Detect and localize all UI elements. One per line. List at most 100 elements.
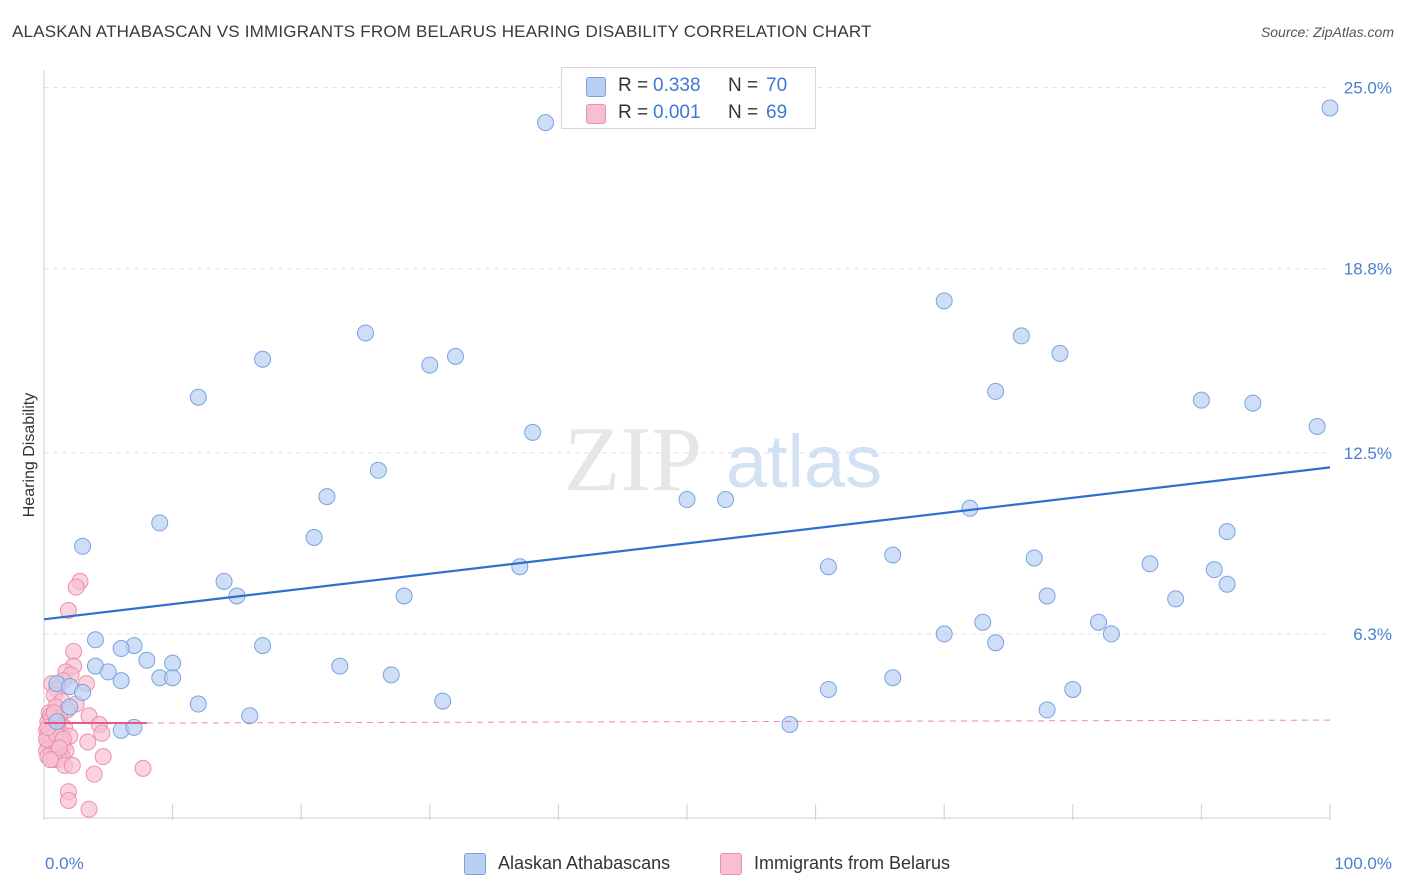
athabascan-point — [1192, 391, 1210, 409]
series-athabascan-points — [48, 81, 1339, 739]
trend-lines — [43, 466, 1331, 725]
athabascan-point — [254, 350, 272, 368]
athabascan-point — [189, 388, 207, 406]
athabascan-point — [151, 514, 169, 532]
athabascan-point — [819, 680, 837, 698]
athabascan-point — [1038, 587, 1056, 605]
athabascan-point — [421, 356, 439, 374]
x-tick-label: 100.0% — [1334, 854, 1392, 873]
legend-n-value: 69 — [766, 102, 788, 123]
athabascan-point — [935, 292, 953, 310]
belarus-point — [80, 800, 98, 818]
athabascan-point — [1167, 590, 1185, 608]
athabascan-point — [74, 683, 92, 701]
legend-r-label: R = — [618, 75, 649, 96]
belarus-point — [63, 756, 81, 774]
belarus-point — [59, 602, 77, 620]
athabascan-point — [86, 631, 104, 649]
athabascan-point — [215, 572, 233, 590]
athabascan-point — [241, 707, 259, 725]
athabascan-point — [884, 669, 902, 687]
athabascan-point — [974, 613, 992, 631]
athabascan-point — [395, 587, 413, 605]
athabascan-point — [164, 669, 182, 687]
bottom-legend-label: Immigrants from Belarus — [754, 853, 951, 873]
athabascan-point — [537, 114, 555, 132]
y-tick-label: 18.8% — [1344, 260, 1392, 279]
athabascan-point — [138, 651, 156, 669]
belarus-point — [65, 642, 83, 660]
series-belarus-points — [38, 572, 152, 818]
belarus-point — [93, 724, 111, 742]
athabascan-point — [1205, 561, 1223, 579]
legend-n-label: N = — [728, 102, 759, 123]
athabascan-point — [819, 558, 837, 576]
athabascan-point — [99, 663, 117, 681]
athabascan-point — [781, 716, 799, 733]
athabascan-point — [511, 558, 529, 576]
y-axis-label: Hearing Disability — [21, 393, 38, 518]
athabascan-point — [1051, 344, 1069, 362]
chart-title: ALASKAN ATHABASCAN VS IMMIGRANTS FROM BE… — [12, 22, 872, 41]
athabascan-point — [1218, 523, 1236, 541]
legend-n-value: 70 — [766, 75, 788, 96]
athabascan-point — [305, 529, 323, 546]
athabascan-point — [1218, 575, 1236, 593]
belarus-point — [50, 739, 68, 757]
athabascan-point — [1025, 549, 1043, 567]
y-tick-label: 6.3% — [1353, 625, 1392, 644]
athabascan-point — [48, 713, 66, 731]
athabascan-point — [1102, 625, 1120, 643]
athabascan-point — [254, 637, 272, 655]
athabascan-point — [1308, 417, 1326, 435]
legend-r-value: 0.338 — [653, 75, 701, 96]
athabascan-point — [74, 537, 92, 555]
athabascan-point — [112, 672, 130, 690]
athabascan-point — [1038, 701, 1056, 719]
legend-n-label: N = — [728, 75, 759, 96]
bottom-legend-swatch-blue — [464, 853, 486, 875]
athabascan-point — [331, 657, 349, 675]
athabascan-trend-line — [43, 466, 1331, 621]
athabascan-point — [318, 488, 336, 506]
athabascan-point — [125, 718, 143, 736]
athabascan-point — [884, 546, 902, 564]
x-tick-label: 0.0% — [45, 854, 84, 873]
athabascan-point — [61, 698, 79, 716]
legend-swatch-pink — [586, 104, 606, 124]
athabascan-point — [1090, 613, 1108, 631]
athabascan-point — [678, 491, 696, 509]
watermark: ZIP atlas — [564, 408, 882, 510]
axes — [43, 70, 1331, 820]
legend-r-value: 0.001 — [653, 102, 701, 123]
athabascan-point — [935, 625, 953, 643]
athabascan-point — [369, 461, 387, 479]
athabascan-point — [1244, 394, 1262, 412]
bottom-legend-swatch-pink — [720, 853, 742, 875]
athabascan-point — [987, 382, 1005, 400]
athabascan-point — [1064, 680, 1082, 698]
athabascan-point — [717, 491, 735, 509]
legend-r-label: R = — [618, 102, 649, 123]
source-label: Source: ZipAtlas.com — [1260, 24, 1394, 40]
tick-labels: 6.3% 12.5% 18.8% 25.0% 0.0% 100.0% — [45, 79, 1392, 873]
belarus-point — [67, 578, 85, 596]
athabascan-point — [1141, 555, 1159, 573]
y-tick-label: 12.5% — [1344, 444, 1392, 463]
bottom-legend-label: Alaskan Athabascans — [498, 853, 671, 873]
belarus-point — [94, 748, 112, 766]
correlation-legend: R = 0.338 N = 70 R = 0.001 N = 69 — [561, 67, 816, 129]
belarus-point — [41, 751, 59, 769]
athabascan-point — [447, 347, 465, 365]
y-tick-label: 25.0% — [1344, 79, 1392, 98]
athabascan-point — [112, 640, 130, 658]
athabascan-point — [434, 692, 452, 710]
athabascan-point — [189, 695, 207, 713]
belarus-point — [85, 765, 103, 783]
athabascan-point — [357, 324, 374, 342]
athabascan-point — [1321, 99, 1339, 117]
gridlines — [44, 87, 1330, 635]
belarus-point — [79, 733, 97, 751]
watermark-zip: ZIP — [564, 408, 702, 510]
